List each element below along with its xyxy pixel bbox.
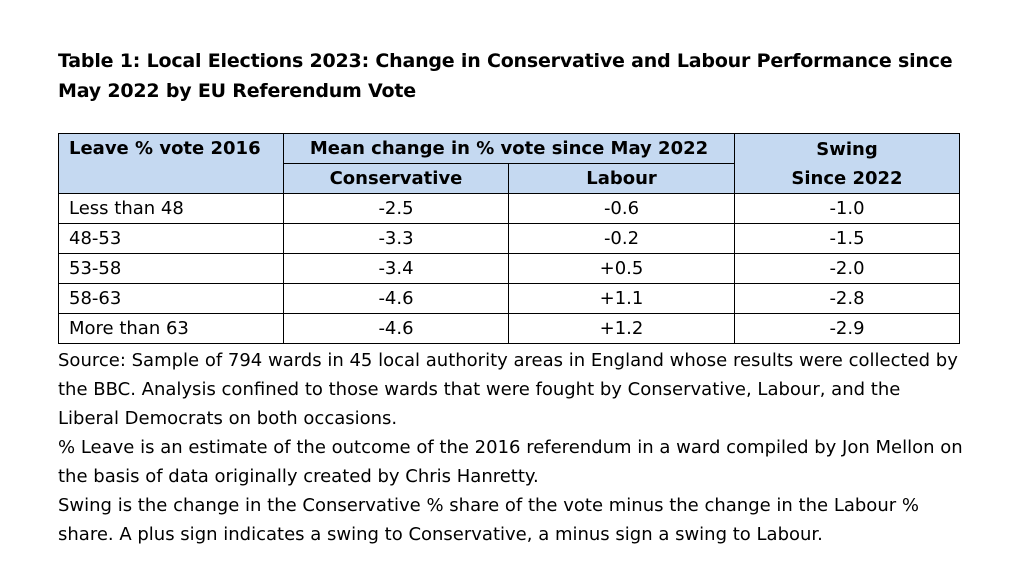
cell-swing: -1.0 <box>734 193 960 224</box>
table-title: Table 1: Local Elections 2023: Change in… <box>58 50 953 102</box>
cell-swing: -1.5 <box>734 223 960 254</box>
cell-labour: -0.2 <box>508 223 735 254</box>
cell-conservative: -3.4 <box>283 253 509 284</box>
cell-labour: +0.5 <box>508 253 735 284</box>
header-conservative: Conservative <box>283 163 509 194</box>
cell-conservative: -3.3 <box>283 223 509 254</box>
header-labour: Labour <box>508 163 735 194</box>
results-table: Leave % vote 2016 Mean change in % vote … <box>58 133 960 344</box>
cell-leave: More than 63 <box>58 313 284 344</box>
document-page: Table 1: Local Elections 2023: Change in… <box>58 46 963 545</box>
cell-conservative: -4.6 <box>283 313 509 344</box>
table-row: 58-63 -4.6 +1.1 -2.8 <box>58 283 960 314</box>
cell-swing: -2.0 <box>734 253 960 284</box>
cell-labour: +1.1 <box>508 283 735 314</box>
table-notes: Source: Sample of 794 wards in 45 local … <box>58 346 963 549</box>
header-swing-line1: Swing <box>816 138 878 160</box>
header-swing: Swing Since 2022 <box>734 133 960 194</box>
table-row: More than 63 -4.6 +1.2 -2.9 <box>58 313 960 344</box>
cell-conservative: -2.5 <box>283 193 509 224</box>
header-swing-line2: Since 2022 <box>791 167 903 189</box>
cell-leave: 53-58 <box>58 253 284 284</box>
note-swing-definition: Swing is the change in the Conservative … <box>58 495 919 545</box>
cell-swing: -2.9 <box>734 313 960 344</box>
cell-leave: 58-63 <box>58 283 284 314</box>
note-source: Source: Sample of 794 wards in 45 local … <box>58 350 958 429</box>
cell-leave: Less than 48 <box>58 193 284 224</box>
table-row: 53-58 -3.4 +0.5 -2.0 <box>58 253 960 284</box>
table-row: 48-53 -3.3 -0.2 -1.5 <box>58 223 960 254</box>
cell-labour: +1.2 <box>508 313 735 344</box>
header-mean-change: Mean change in % vote since May 2022 <box>283 133 735 164</box>
header-leave-vote: Leave % vote 2016 <box>58 133 284 194</box>
cell-labour: -0.6 <box>508 193 735 224</box>
cell-conservative: -4.6 <box>283 283 509 314</box>
cell-leave: 48-53 <box>58 223 284 254</box>
cell-swing: -2.8 <box>734 283 960 314</box>
note-leave-definition: % Leave is an estimate of the outcome of… <box>58 437 963 487</box>
table-row: Less than 48 -2.5 -0.6 -1.0 <box>58 193 960 224</box>
